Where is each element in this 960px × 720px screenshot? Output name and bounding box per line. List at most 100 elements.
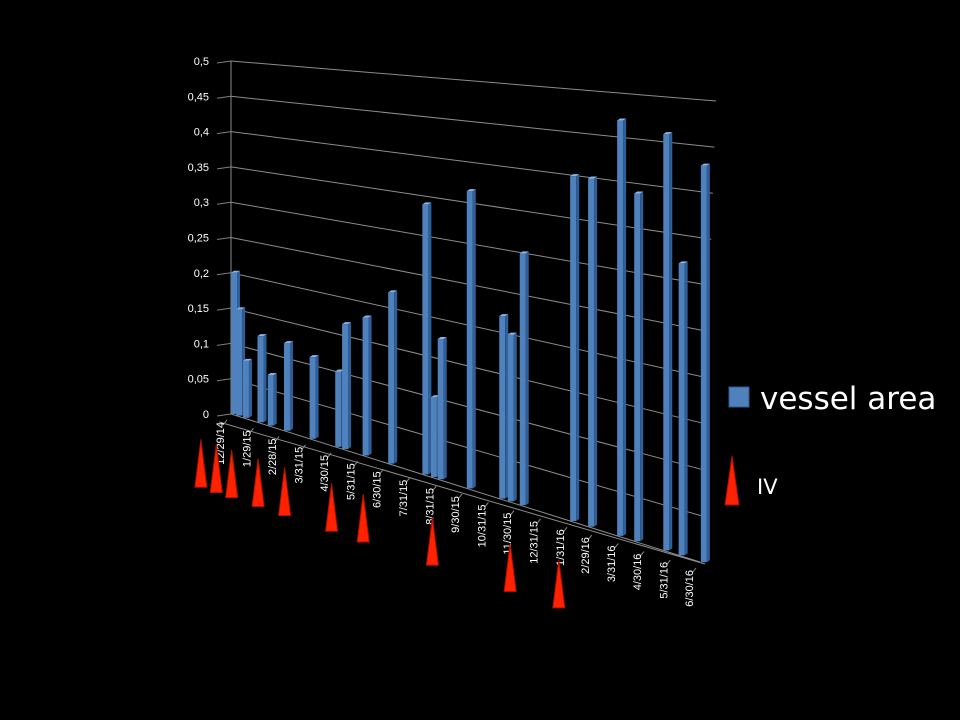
bar (588, 176, 598, 527)
bar-side (394, 290, 398, 464)
legend-swatch-vessel-area (728, 386, 750, 408)
y-tick-label: 0,3 (194, 197, 209, 209)
bar-side (513, 332, 517, 502)
bar (422, 202, 432, 475)
x-tick-label: 4/30/16 (632, 554, 644, 591)
bar (388, 290, 398, 464)
x-tick-label: 1/31/16 (555, 529, 567, 566)
bar-front (236, 309, 243, 416)
bar (342, 322, 352, 450)
bar-front (430, 397, 437, 478)
x-tick (587, 534, 593, 541)
bar-front (362, 317, 369, 456)
gridline-stub (216, 60, 232, 64)
x-tick (509, 510, 515, 516)
bar-side (684, 261, 688, 556)
bar-front (257, 336, 264, 423)
y-tick-label: 0,25 (188, 233, 209, 245)
iv-marker (209, 444, 223, 493)
y-tick-label: 0,1 (194, 338, 209, 350)
y-tick-label: 0,05 (188, 374, 209, 386)
bar (634, 191, 644, 542)
bar-front (309, 357, 316, 439)
bar-front (388, 292, 395, 464)
x-tick (639, 551, 645, 557)
bar-side (348, 322, 352, 450)
gridline-stub (216, 272, 232, 276)
x-axis-line (218, 421, 706, 565)
bar (466, 189, 476, 489)
x-tick (613, 543, 619, 549)
x-tick-label: 3/31/15 (294, 447, 306, 484)
bar-front (342, 324, 349, 450)
bar (570, 174, 580, 522)
bar-front (700, 165, 707, 563)
x-tick (326, 452, 332, 459)
x-tick-label: 4/30/15 (319, 455, 331, 492)
bar (283, 341, 293, 431)
gridline-stub (216, 378, 232, 382)
bar-front (242, 360, 249, 418)
bar-side (594, 176, 598, 527)
gridline-stub (216, 201, 232, 205)
x-tick (431, 485, 437, 492)
x-tick (378, 469, 384, 475)
x-tick (484, 502, 489, 508)
gridline (230, 131, 713, 194)
bar-side (248, 358, 252, 418)
bar-front (466, 191, 473, 489)
bar-front (588, 178, 595, 527)
y-tick-label: 0,45 (188, 91, 209, 103)
bar-front (422, 204, 429, 475)
x-tick (405, 477, 411, 484)
iv-markers (194, 439, 566, 609)
bar (437, 337, 447, 480)
x-tick-label: 3/31/16 (606, 545, 618, 582)
bar-front (499, 316, 506, 499)
x-tick-label: 7/31/15 (398, 480, 410, 517)
x-tick-label: 6/30/16 (684, 570, 696, 607)
x-tick-label: 8/31/15 (424, 488, 436, 525)
x-tick (353, 460, 359, 467)
y-axis: 0 0,05 0,1 0,15 0,2 0,25 0,3 0,35 0,4 0,45 0,5 (188, 56, 209, 421)
bar-front (283, 343, 290, 431)
bar-side (525, 251, 529, 506)
x-tick-label: 2/29/16 (580, 537, 592, 574)
iv-marker (251, 458, 265, 508)
bar-front (231, 272, 237, 414)
legend-marker-iv (724, 455, 740, 506)
bar-side (289, 341, 293, 431)
bar (678, 261, 688, 556)
gridline-stub (216, 131, 232, 135)
bar-front (663, 134, 670, 551)
bar (663, 132, 673, 551)
bar-side (368, 315, 372, 456)
bar-side (273, 372, 277, 426)
iv-marker (194, 439, 208, 488)
bar (267, 372, 277, 426)
bar (617, 118, 627, 536)
bar-front (437, 339, 444, 480)
x-tick-label: 5/31/15 (346, 463, 358, 500)
gridline-stub (216, 95, 232, 99)
x-tick-label: 5/31/16 (658, 562, 670, 599)
y-tick-label: 0,2 (194, 268, 209, 280)
legend-label-iv: IV (757, 475, 778, 499)
x-tick (301, 444, 306, 451)
bar-side (428, 202, 432, 475)
iv-marker (278, 467, 292, 516)
y-tick-label: 0,4 (194, 127, 209, 139)
bar-side (315, 355, 319, 439)
x-tick-label: 11/30/15 (502, 513, 514, 555)
iv-marker (356, 493, 370, 543)
x-tick (536, 518, 541, 525)
x-tick (665, 559, 671, 566)
iv-marker (552, 559, 566, 609)
x-tick-label: 1/29/15 (241, 430, 253, 467)
bar-side (472, 189, 476, 489)
legend-label-vessel-area: vessel area (760, 381, 936, 417)
bar (519, 251, 529, 506)
bar-front (570, 176, 577, 522)
x-tick (274, 436, 280, 442)
